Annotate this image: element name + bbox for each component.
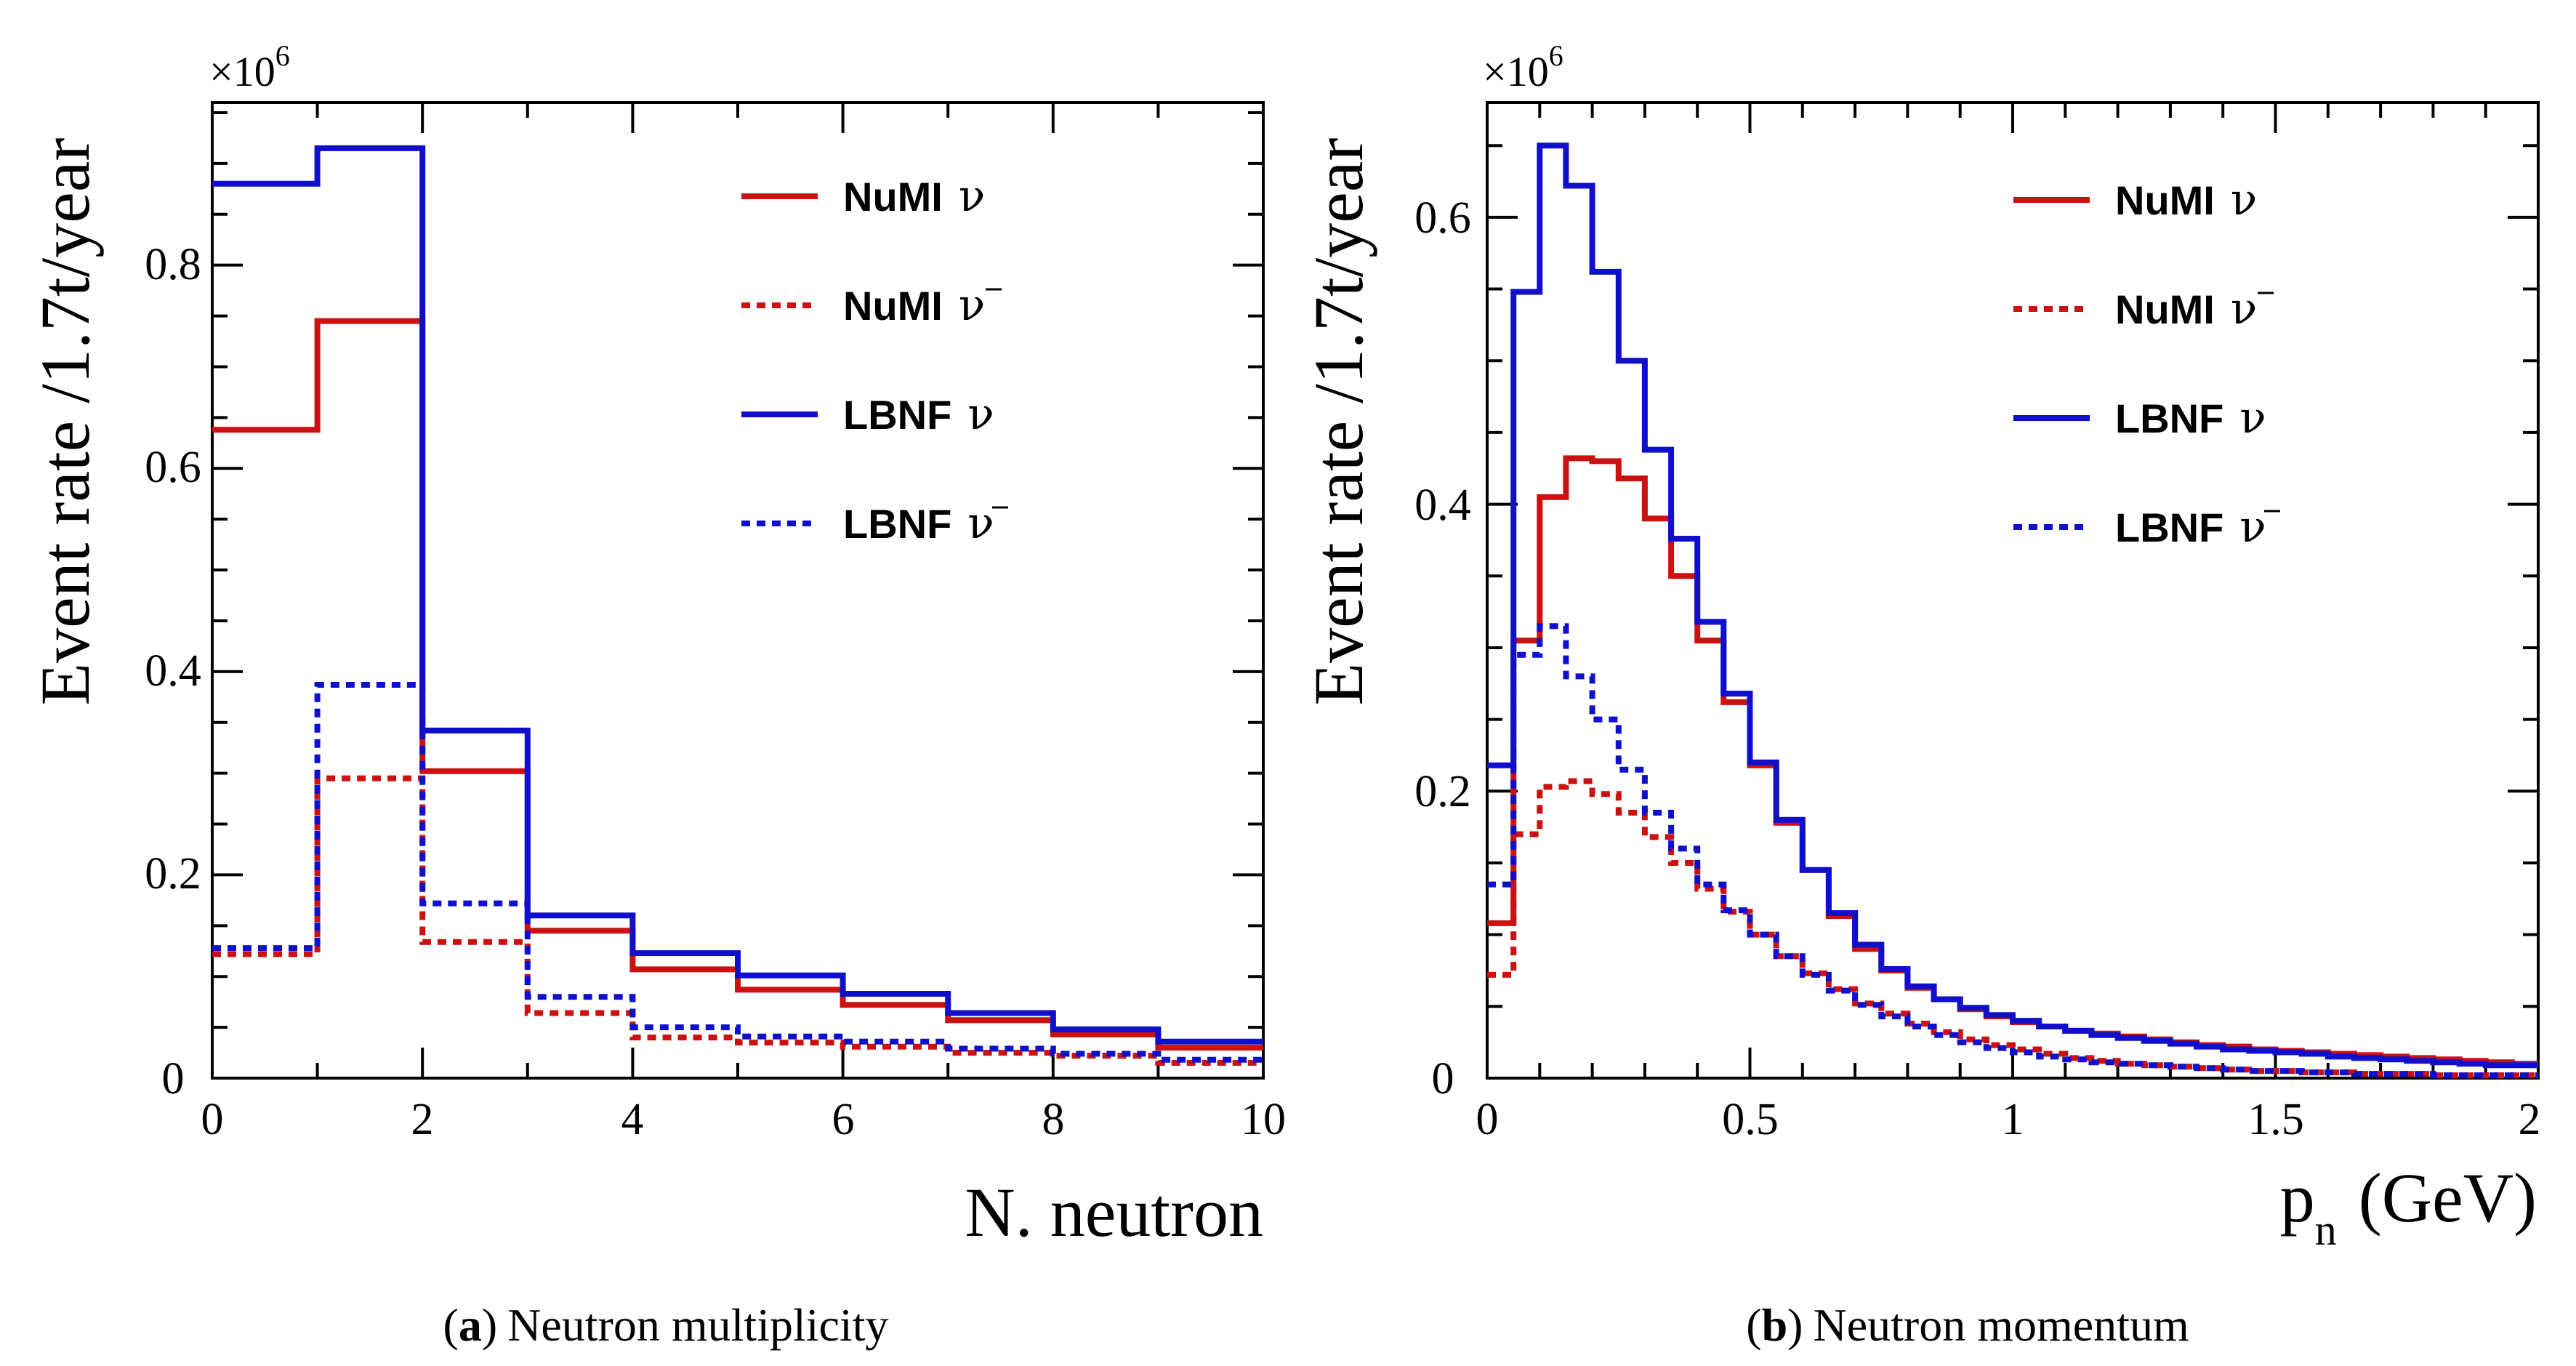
panel-a-legend: NuMI ν NuMI ν LBNF ν LBNF ν	[741, 171, 1008, 549]
panel-a-ytick-label: 0.2	[145, 849, 201, 899]
legend-label: LBNF ν	[2115, 502, 2266, 553]
panel-b-caption: (b) Neutron momentum	[1746, 1299, 2189, 1351]
panel-b-ytick-label: 0.2	[1414, 767, 1471, 816]
histogram-series	[1487, 623, 2538, 1079]
legend-label: NuMI ν	[2115, 174, 2257, 225]
histogram-series	[212, 775, 1263, 1066]
panel-a-xtick-label: 0	[201, 1095, 224, 1144]
panel-b-ytick-label: 0	[1432, 1054, 1454, 1104]
panel-a-caption: (a) Neutron multiplicity	[443, 1299, 889, 1351]
panel-b-xtick-label: 0.5	[1722, 1095, 1779, 1144]
panel-b-y-axis-title: Event rate /1.7t/year	[1300, 137, 1377, 705]
histogram-series	[212, 682, 1263, 1063]
panel-b-ticks	[1486, 103, 2540, 1080]
panel-b-xtick-label: 0	[1476, 1095, 1499, 1144]
panel-a-exponent: ×106	[209, 39, 290, 95]
panel-b-xtick-label: 2	[2519, 1095, 2541, 1144]
legend-label: LBNF ν	[843, 498, 994, 549]
histogram-series	[1487, 455, 2538, 1067]
panel-b-xtick-label: 1.5	[2247, 1095, 2304, 1144]
panel-a-x-axis-title: N. neutron	[965, 1173, 1263, 1251]
panel-b-exponent: ×106	[1483, 39, 1563, 95]
panel-a-ytick-label: 0	[162, 1054, 185, 1104]
panel-b-xtick-label: 1	[2002, 1095, 2024, 1144]
panel-a-series	[212, 145, 1263, 1066]
legend-label: NuMI ν	[843, 171, 985, 222]
panel-b-neutron-momentum: ×106 0 0.2 0.4 0.6 0 0.5 1 1.5 2 pn (GeV)…	[1300, 39, 2541, 1351]
panel-b-x-axis-title: pn (GeV)	[2280, 1159, 2537, 1254]
histogram-series	[1487, 142, 2538, 1069]
panel-a-ytick-label: 0.8	[145, 240, 201, 289]
panel-b-ytick-label: 0.6	[1414, 193, 1471, 243]
panel-a-xtick-label: 8	[1042, 1095, 1065, 1144]
panel-b-plot-frame	[1486, 101, 2540, 1080]
legend-label: LBNF ν	[2115, 393, 2266, 443]
panel-b-legend: NuMI ν NuMI ν LBNF ν LBNF ν	[2013, 174, 2280, 553]
legend-label: NuMI ν	[2115, 284, 2257, 334]
panel-a-xtick-label: 2	[411, 1095, 434, 1144]
panel-b-series	[1487, 142, 2538, 1079]
panel-a-y-axis-title: Event rate /1.7t/year	[26, 137, 104, 705]
histogram-series	[212, 145, 1263, 1045]
panel-a-xtick-label: 10	[1241, 1095, 1286, 1144]
legend-label: NuMI ν	[843, 280, 985, 331]
panel-a-plot-frame	[211, 101, 1265, 1080]
panel-a-ytick-label: 0.6	[145, 443, 201, 492]
panel-a-xtick-label: 6	[832, 1095, 855, 1144]
panel-a-ticks	[211, 103, 1265, 1080]
panel-b-ytick-label: 0.4	[1414, 481, 1471, 530]
legend-label: LBNF ν	[843, 389, 994, 440]
panel-a-neutron-multiplicity: ×106 0 0.2 0.4 0.6 0.8 0 2 4 6 8 10 N. n…	[26, 39, 1286, 1351]
histogram-series	[1487, 778, 2538, 1079]
panel-a-ytick-label: 0.4	[145, 646, 201, 696]
panel-a-xtick-label: 4	[621, 1095, 644, 1144]
